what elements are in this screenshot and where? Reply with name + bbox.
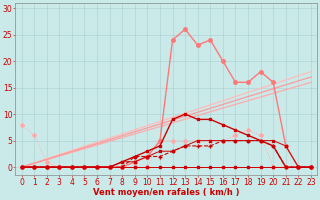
X-axis label: Vent moyen/en rafales ( km/h ): Vent moyen/en rafales ( km/h ) (93, 188, 239, 197)
